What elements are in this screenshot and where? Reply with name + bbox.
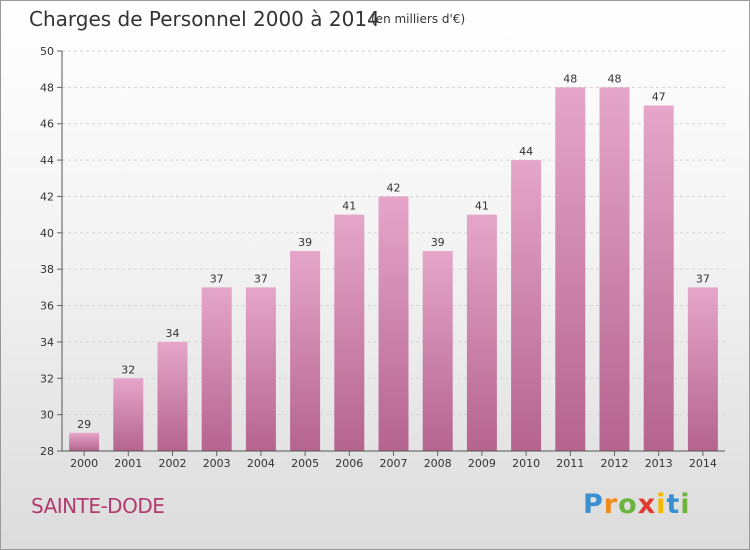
y-tick-label: 36 [40, 300, 54, 313]
bar [290, 251, 321, 451]
logo-letter: r [603, 489, 619, 520]
bar [334, 214, 365, 451]
bar [69, 432, 100, 451]
commune-name: SAINTE-DODE [31, 494, 165, 518]
bar-value-label: 42 [387, 181, 401, 194]
x-tick-label: 2003 [203, 457, 231, 470]
bar [245, 287, 276, 451]
bar-value-label: 39 [298, 236, 312, 249]
y-tick-label: 34 [40, 336, 54, 349]
y-tick-label: 50 [40, 45, 54, 58]
x-tick-label: 2008 [424, 457, 452, 470]
bar [511, 160, 542, 451]
x-tick-label: 2001 [114, 457, 142, 470]
bar [422, 251, 453, 451]
bar-value-label: 41 [342, 200, 356, 213]
x-tick-label: 2012 [601, 457, 629, 470]
bar [687, 287, 718, 451]
x-tick-label: 2009 [468, 457, 496, 470]
axes: 28 30 32 34 36 38 40 42 44 46 48 50 2000 2001 2002 2003… [40, 45, 725, 470]
chart-title: Charges de Personnel 2000 à 2014 [29, 7, 380, 31]
y-tick-label: 48 [40, 81, 54, 94]
x-tick-label: 2000 [70, 457, 98, 470]
bar-value-label: 48 [563, 72, 577, 85]
y-tick-label: 46 [40, 118, 54, 131]
x-tick-label: 2006 [335, 457, 363, 470]
bar-value-label: 29 [77, 418, 91, 431]
bar [157, 341, 188, 451]
bar-value-label: 32 [121, 363, 135, 376]
bar-value-label: 39 [431, 236, 445, 249]
logo-letter: i [680, 489, 691, 520]
bar-value-label: 44 [519, 145, 533, 158]
bar [555, 87, 586, 451]
logo-letter: P [583, 489, 604, 520]
bar-value-label: 48 [608, 72, 622, 85]
bar [113, 378, 144, 451]
x-tick-label: 2007 [380, 457, 408, 470]
x-tick-label: 2013 [645, 457, 673, 470]
y-tick-label: 32 [40, 372, 54, 385]
proxiti-logo: Proxiti [583, 489, 691, 520]
x-tick-label: 2014 [689, 457, 717, 470]
x-tick-label: 2010 [512, 457, 540, 470]
bar-value-label: 37 [210, 272, 224, 285]
bar-value-label: 34 [166, 327, 180, 340]
bars: 29 32 34 37 37 39 41 42 39 41 44 48 48 47 37 [69, 72, 718, 451]
logo-letter: t [666, 489, 681, 520]
chart-subtitle: (en milliers d'€) [371, 12, 466, 26]
bar-value-label: 37 [696, 272, 710, 285]
bar [201, 287, 232, 451]
logo-letter: i [656, 489, 667, 520]
bar-value-label: 41 [475, 200, 489, 213]
bar [466, 214, 497, 451]
x-tick-label: 2004 [247, 457, 275, 470]
x-tick-label: 2005 [291, 457, 319, 470]
logo-letter: x [637, 489, 657, 520]
x-tick-label: 2002 [159, 457, 187, 470]
y-tick-label: 28 [40, 445, 54, 458]
bar-value-label: 47 [652, 91, 666, 104]
y-tick-label: 38 [40, 263, 54, 276]
logo-letter: o [618, 489, 638, 520]
bar [643, 105, 674, 451]
bar-value-label: 37 [254, 272, 268, 285]
bar [378, 196, 409, 451]
y-tick-label: 30 [40, 409, 54, 422]
y-tick-label: 40 [40, 227, 54, 240]
x-tick-label: 2011 [556, 457, 584, 470]
y-tick-label: 44 [40, 154, 54, 167]
y-tick-label: 42 [40, 190, 54, 203]
bar [599, 87, 630, 451]
